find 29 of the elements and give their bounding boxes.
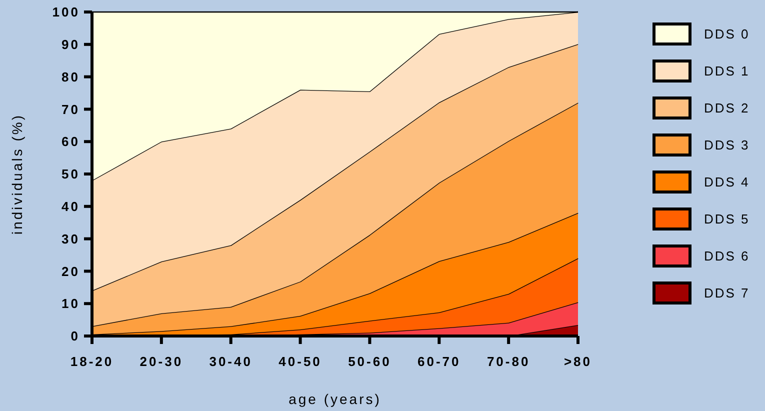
x-tick-label: 70-80	[486, 354, 530, 369]
x-tick-label: 60-70	[418, 354, 461, 369]
x-axis-title: age (years)	[288, 391, 382, 407]
x-tick-label: 18-20	[70, 354, 114, 369]
y-tick-label: 60	[62, 134, 80, 150]
y-tick-label: 30	[62, 231, 80, 246]
legend-label: DDS 7	[704, 286, 750, 301]
y-tick-label: 50	[62, 166, 80, 182]
legend-label: DDS 2	[704, 100, 750, 116]
y-tick-label: 0	[70, 328, 80, 344]
y-tick-label: 20	[62, 264, 80, 279]
y-axis-title: individuals (%)	[9, 113, 25, 235]
x-tick-label: 30-40	[209, 354, 252, 369]
y-tick-label: 80	[62, 69, 80, 84]
x-tick-label: >80	[564, 354, 592, 369]
legend-label: DDS 3	[704, 138, 750, 153]
legend-label: DDS 1	[704, 64, 750, 79]
x-tick-label: 50-60	[348, 354, 392, 369]
legend-label: DDS 6	[704, 248, 750, 264]
y-tick-label: 10	[62, 296, 80, 312]
y-tick-label: 40	[62, 198, 80, 214]
legend-label: DDS 5	[704, 212, 750, 227]
y-tick-label: 90	[62, 36, 80, 52]
legend-label: DDS 4	[704, 174, 750, 190]
y-tick-label: 100	[52, 4, 80, 20]
x-tick-label: 40-50	[278, 354, 322, 369]
y-tick-label: 70	[62, 102, 80, 117]
legend-label: DDS 0	[704, 26, 750, 42]
x-tick-label: 20-30	[140, 354, 184, 369]
